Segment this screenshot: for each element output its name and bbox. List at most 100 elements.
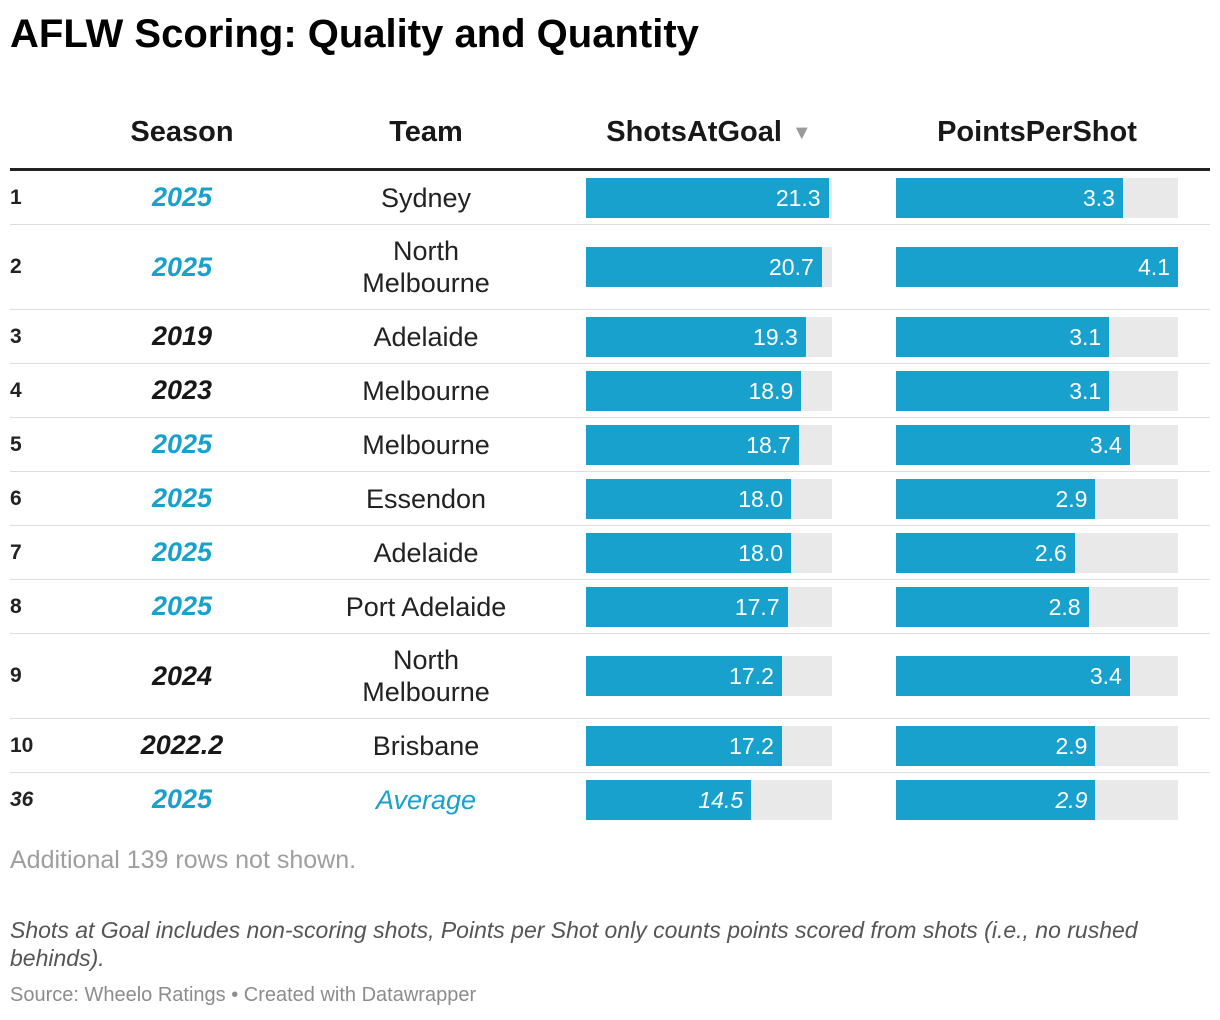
table-row: 1 2025 Sydney 21.3 3.3 [10, 171, 1210, 225]
column-header-team[interactable]: Team [389, 116, 463, 148]
shots-bar: 18.9 [586, 370, 832, 411]
team-name-line: Port Adelaide [345, 591, 507, 622]
season-cell: 2019 [151, 321, 213, 351]
team-name-line: Essendon [365, 483, 487, 514]
rank-cell: 9 [10, 664, 22, 687]
rank-cell: 8 [10, 594, 22, 618]
footnote: Shots at Goal includes non-scoring shots… [10, 917, 1138, 971]
shots-value-label: 18.0 [738, 485, 783, 512]
shots-value-label: 20.7 [768, 254, 814, 280]
points-bar-fill: 3.3 [896, 177, 1123, 218]
season-cell: 2023 [151, 375, 213, 405]
shots-value-label: 18.9 [748, 377, 794, 404]
points-bar-fill: 2.9 [896, 779, 1096, 820]
shots-value-label: 17.2 [729, 732, 774, 759]
table-row: 4 2023 Melbourne 18.9 3.1 [10, 364, 1210, 418]
points-value-label: 4.1 [1138, 254, 1170, 280]
table-row: 5 2025 Melbourne 18.7 3.4 [10, 418, 1210, 472]
team-name-line: North [392, 236, 459, 266]
shots-bar-fill: 17.7 [586, 586, 788, 627]
points-value-label: 2.8 [1048, 593, 1081, 620]
shots-bar-fill: 17.2 [586, 656, 782, 696]
shots-bar: 19.3 [586, 316, 832, 357]
sort-down-arrow-icon[interactable]: ▼ [791, 122, 812, 144]
points-value-label: 2.9 [1055, 732, 1088, 759]
shots-bar: 18.7 [586, 424, 832, 465]
points-bar-fill: 2.9 [896, 478, 1096, 519]
shots-bar-fill: 18.0 [586, 532, 791, 573]
team-cell: Adelaide [326, 526, 526, 579]
points-bar-fill: 2.9 [896, 725, 1096, 766]
points-value-label: 3.4 [1089, 663, 1122, 689]
team-cell: North Melbourne [326, 225, 526, 309]
team-cell: Essendon [326, 472, 526, 525]
team-name-line: Melbourne [362, 268, 490, 298]
rank-cell: 4 [10, 378, 22, 402]
team-cell: Average [326, 773, 526, 826]
column-header-shots-at-goal[interactable]: ShotsAtGoal ▼ [586, 116, 832, 149]
table-row: 7 2025 Adelaide 18.0 2.6 [10, 526, 1210, 580]
rank-cell: 5 [10, 432, 22, 456]
chart-title: AFLW Scoring: Quality and Quantity [10, 12, 699, 56]
points-bar-fill: 3.4 [896, 424, 1130, 465]
points-value-label: 2.6 [1034, 539, 1067, 566]
points-bar: 2.9 [896, 478, 1178, 519]
shots-value-label: 18.7 [746, 431, 791, 458]
team-cell: Adelaide [326, 310, 526, 363]
points-value-label: 3.1 [1069, 323, 1102, 350]
rank-cell: 3 [10, 324, 22, 348]
team-cell: Melbourne [326, 364, 526, 417]
rows-not-shown-note: Additional 139 rows not shown. [10, 846, 357, 874]
shots-bar: 21.3 [586, 177, 832, 218]
team-name-line: Melbourne [362, 677, 490, 707]
team-cell: Melbourne [326, 418, 526, 471]
season-cell: 2025 [151, 784, 213, 814]
points-value-label: 2.9 [1055, 485, 1088, 512]
points-bar: 3.4 [896, 656, 1178, 696]
rank-cell: 1 [10, 185, 22, 209]
rank-cell: 7 [10, 540, 22, 564]
team-cell: Brisbane [326, 719, 526, 772]
points-bar: 2.8 [896, 586, 1178, 627]
shots-value-label: 19.3 [753, 323, 798, 350]
season-cell: 2025 [151, 591, 213, 621]
points-bar: 2.9 [896, 725, 1178, 766]
season-cell: 2025 [151, 429, 213, 459]
team-name: Melbourne [362, 429, 490, 461]
season-cell: 2025 [151, 537, 213, 567]
points-bar: 2.6 [896, 532, 1178, 573]
shots-bar-fill: 19.3 [586, 316, 806, 357]
shots-bar: 14.5 [586, 779, 832, 820]
shots-bar: 20.7 [586, 247, 832, 287]
points-bar: 3.3 [896, 177, 1178, 218]
shots-bar-fill: 17.2 [586, 725, 782, 766]
column-header-season[interactable]: Season [130, 116, 234, 148]
team-name-line: Adelaide [373, 537, 479, 568]
team-name-line: Melbourne [362, 429, 490, 460]
season-cell: 2025 [151, 251, 213, 282]
team-name: Port Adelaide [346, 591, 507, 623]
shots-value-label: 21.3 [775, 184, 821, 211]
team-name: Adelaide [373, 537, 478, 569]
team-name: North Melbourne [362, 235, 490, 299]
shots-value-label: 18.0 [738, 539, 783, 566]
table-row: 2 2025 North Melbourne 20.7 4.1 [10, 225, 1210, 310]
season-cell: 2022.2 [140, 730, 224, 760]
shots-bar: 17.2 [586, 656, 832, 696]
shots-bar-fill: 18.9 [586, 370, 802, 411]
shots-value-label: 17.7 [734, 593, 780, 620]
shots-bar-fill: 14.5 [586, 779, 752, 820]
points-bar-fill: 2.6 [896, 532, 1075, 573]
table-body: 1 2025 Sydney 21.3 3.3 2 2025 North Melbourne 20.… [10, 171, 1210, 826]
table-row: 6 2025 Essendon 18.0 2.9 [10, 472, 1210, 526]
team-cell: North Melbourne [326, 634, 526, 718]
points-bar: 3.1 [896, 316, 1178, 357]
team-name-line: Average [375, 784, 477, 815]
team-name: Adelaide [373, 321, 478, 353]
points-bar: 4.1 [896, 247, 1178, 287]
shots-value-label: 14.5 [698, 786, 744, 813]
column-header-points-per-shot[interactable]: PointsPerShot [937, 116, 1137, 148]
shots-bar-fill: 18.0 [586, 478, 791, 519]
rank-cell: 6 [10, 486, 22, 510]
points-bar: 2.9 [896, 779, 1178, 820]
